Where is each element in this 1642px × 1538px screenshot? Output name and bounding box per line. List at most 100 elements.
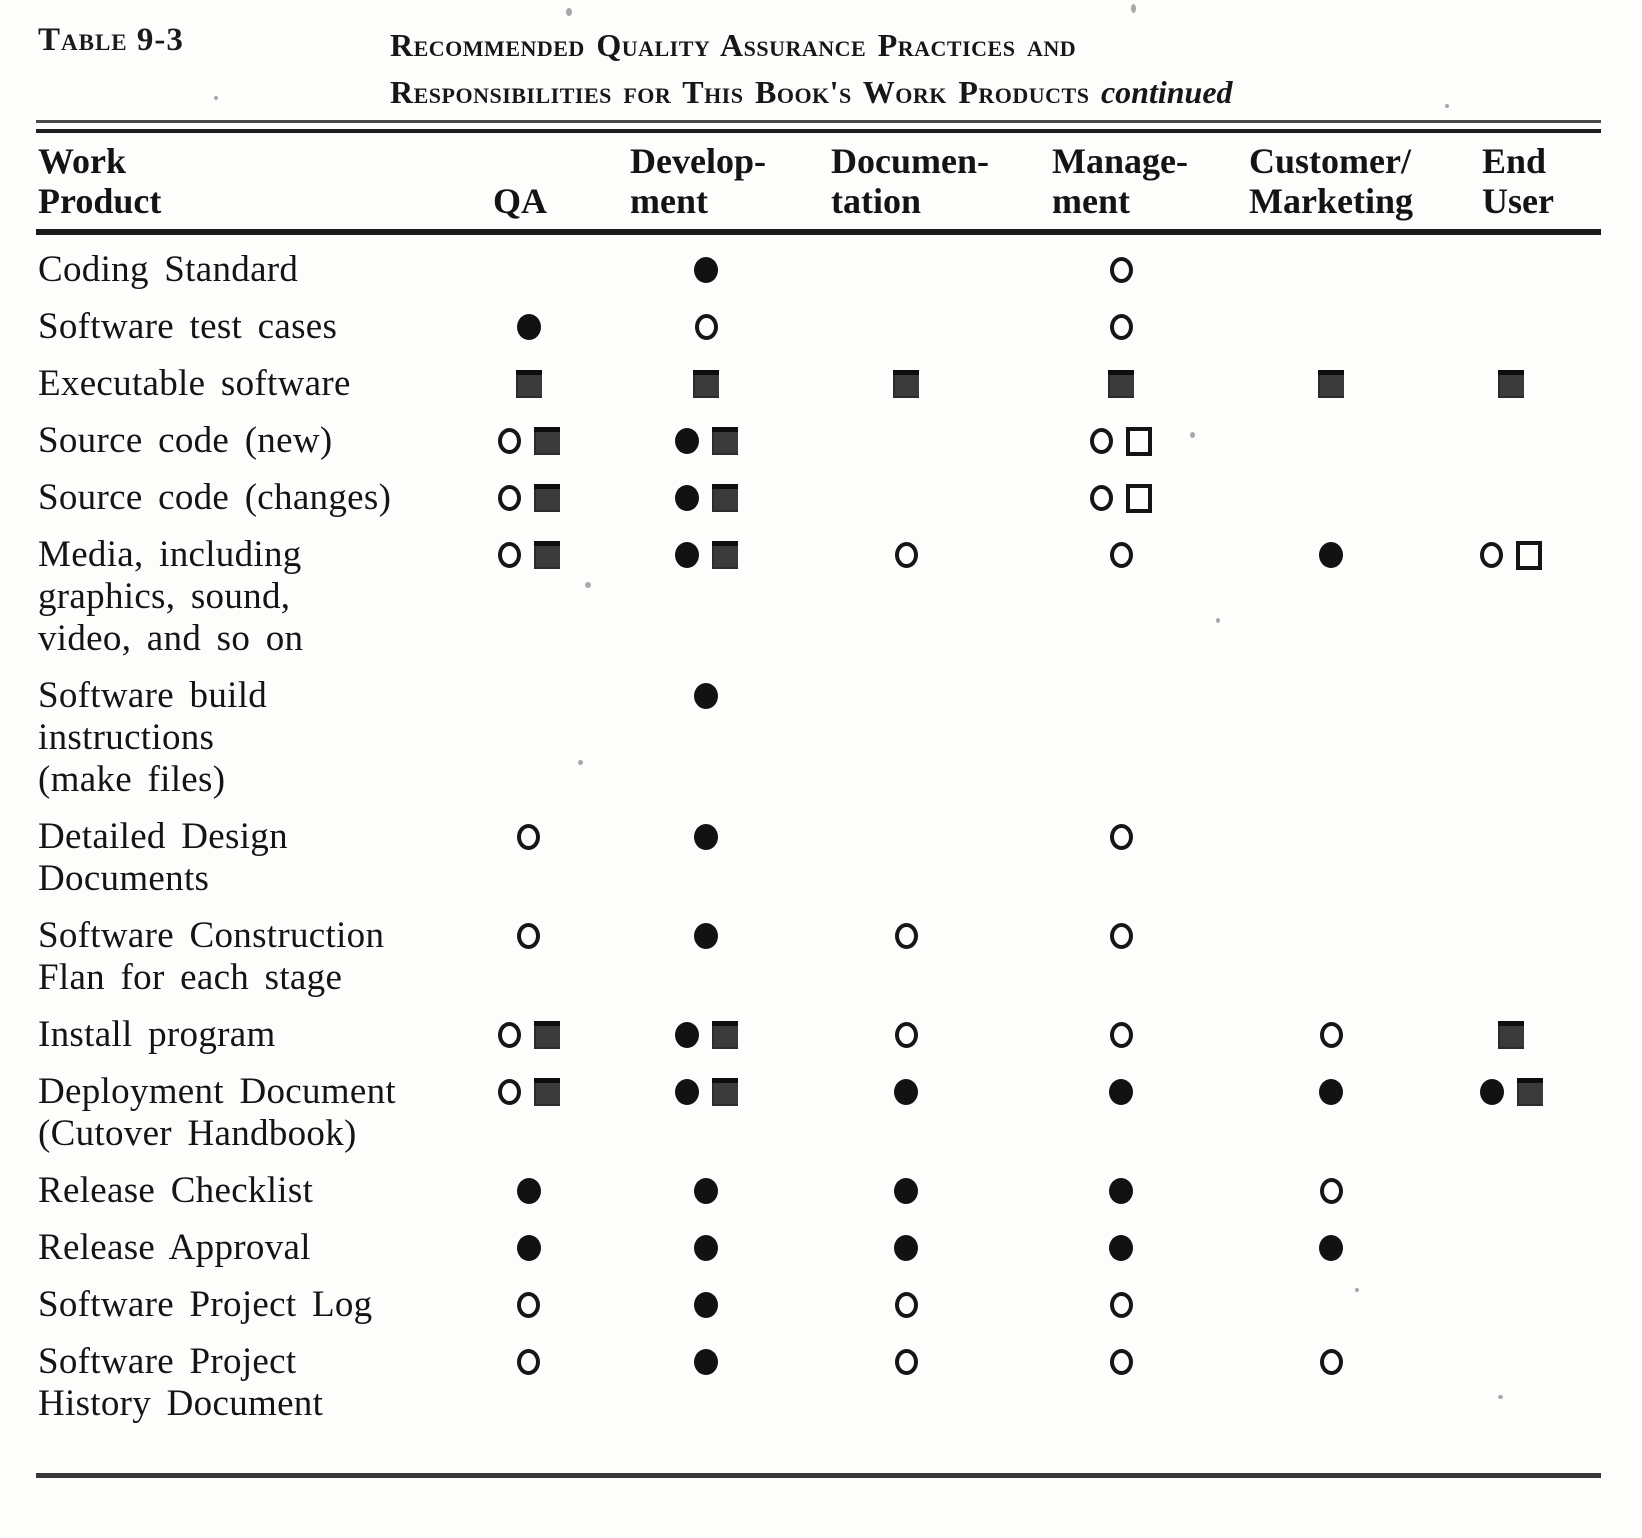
work-product-label: Source code (changes) <box>36 477 456 519</box>
development-cell <box>601 249 811 291</box>
scan-speck <box>578 760 583 765</box>
table-body: Coding Standard Software test cases Execut… <box>0 235 1642 1425</box>
open-square-icon <box>1516 540 1542 570</box>
filled-circle-icon <box>516 314 541 340</box>
table-header: Work Product QA Develop- ment Documen- t… <box>36 133 1601 229</box>
filled-circle-icon <box>516 1178 541 1204</box>
bottom-rule <box>36 1473 1601 1478</box>
filled-square-icon <box>893 370 919 398</box>
documentation-cell <box>811 306 1001 348</box>
management-cell <box>1001 1284 1241 1326</box>
column-header-work-product: Work Product <box>36 141 456 221</box>
header-line: Product <box>38 181 162 221</box>
open-circle-icon <box>1109 1022 1133 1048</box>
end-user-cell <box>1421 915 1601 957</box>
qa-cell <box>456 249 601 291</box>
customer-marketing-cell <box>1241 1014 1421 1056</box>
header-line: End <box>1482 141 1547 181</box>
development-cell <box>601 1284 811 1326</box>
management-cell <box>1001 306 1241 348</box>
work-product-label-line: Software build <box>38 675 268 716</box>
documentation-cell <box>811 477 1001 519</box>
header-line: QA <box>493 181 547 221</box>
open-circle-icon <box>517 1349 540 1375</box>
title-continued: continued <box>1100 74 1233 110</box>
work-product-label: Release Approval <box>36 1227 456 1269</box>
customer-marketing-cell <box>1241 249 1421 291</box>
customer-marketing-cell <box>1241 1341 1421 1383</box>
work-product-label: Detailed Design Documents <box>36 816 456 900</box>
work-product-label-line: (make files) <box>38 759 226 800</box>
table-row: Software Project History Document <box>36 1341 1601 1425</box>
scan-speck <box>1445 104 1449 108</box>
filled-square-icon <box>693 370 719 398</box>
work-product-label: Coding Standard <box>36 249 456 291</box>
open-circle-icon <box>894 542 918 568</box>
qa-cell <box>456 1071 601 1113</box>
open-circle-icon <box>894 1349 918 1375</box>
column-header-qa: QA <box>456 141 601 221</box>
open-circle-icon <box>497 1079 521 1105</box>
filled-square-icon <box>1318 370 1344 398</box>
work-product-label-line: Software Construction <box>38 915 385 956</box>
open-square-icon <box>1126 426 1152 456</box>
header-line: Customer/ <box>1249 141 1411 181</box>
open-circle-icon <box>1109 1349 1133 1375</box>
documentation-cell <box>811 915 1001 957</box>
table-row: Executable software <box>36 363 1601 405</box>
customer-marketing-cell <box>1241 1071 1421 1113</box>
documentation-cell <box>811 675 1001 717</box>
work-product-label-line: Documents <box>38 858 210 899</box>
header-line: ment <box>1052 181 1130 221</box>
filled-circle-icon <box>694 1292 718 1318</box>
work-product-label: Source code (new) <box>36 420 456 462</box>
open-circle-icon <box>1109 824 1133 850</box>
scan-speck <box>214 96 218 100</box>
documentation-cell <box>811 249 1001 291</box>
open-circle-icon <box>517 923 540 949</box>
qa-cell <box>456 1284 601 1326</box>
open-circle-icon <box>894 923 918 949</box>
open-circle-icon <box>1480 542 1503 568</box>
development-cell <box>601 534 811 576</box>
filled-circle-icon <box>1109 1235 1133 1261</box>
filled-circle-icon <box>674 542 699 568</box>
work-product-label: Release Checklist <box>36 1170 456 1212</box>
management-cell <box>1001 1170 1241 1212</box>
filled-circle-icon <box>694 683 718 709</box>
work-product-label-line: video, and so on <box>38 618 304 659</box>
filled-circle-icon <box>694 1235 718 1261</box>
qa-cell <box>456 477 601 519</box>
customer-marketing-cell <box>1241 915 1421 957</box>
scan-speck <box>1131 4 1136 13</box>
work-product-label-line: Release Approval <box>38 1227 311 1268</box>
scan-speck <box>585 582 591 588</box>
work-product-label-line: Executable software <box>38 363 351 404</box>
title-line-1: Recommended Quality Assurance Practices … <box>390 27 1077 63</box>
table-caption: Table 9-3 Recommended Quality Assurance … <box>0 22 1642 118</box>
table-row: Release Checklist <box>36 1170 1601 1212</box>
work-product-label-line: Software Project <box>38 1341 297 1382</box>
bottom-rule-wrap <box>36 1473 1601 1478</box>
title-line-2-text: Responsibilities for This Book's Work Pr… <box>390 74 1090 110</box>
open-circle-icon <box>517 824 540 850</box>
management-cell <box>1001 1071 1241 1113</box>
filled-circle-icon <box>894 1235 918 1261</box>
qa-cell <box>456 420 601 462</box>
development-cell <box>601 1071 811 1113</box>
documentation-cell <box>811 363 1001 405</box>
management-cell <box>1001 1227 1241 1269</box>
header-line: Develop- <box>630 141 766 181</box>
filled-circle-icon <box>1319 542 1343 568</box>
work-product-label-line: Release Checklist <box>38 1170 314 1211</box>
work-product-label-line: (Cutover Handbook) <box>38 1113 357 1154</box>
end-user-cell <box>1421 1014 1601 1056</box>
qa-cell <box>456 1014 601 1056</box>
development-cell <box>601 1170 811 1212</box>
open-circle-icon <box>497 1022 521 1048</box>
work-product-label: Software build instructions (make files) <box>36 675 456 801</box>
table-row: Source code (changes) <box>36 477 1601 519</box>
management-cell <box>1001 1014 1241 1056</box>
end-user-cell <box>1421 1341 1601 1383</box>
